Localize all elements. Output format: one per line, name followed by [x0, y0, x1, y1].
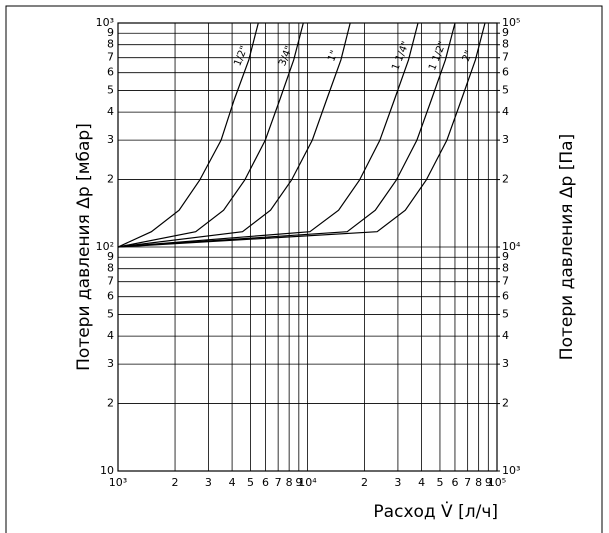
y-tick-label: 2 [107, 397, 114, 410]
y-tick-label: 7 [107, 51, 114, 64]
y-tick-label: 5 [107, 307, 114, 320]
y2-tick-label: 8 [502, 38, 509, 51]
y-axis-title: Потери давления Δp [мбар] [74, 123, 94, 371]
x-tick-label: 6 [262, 476, 269, 489]
y-tick-label: 6 [107, 66, 114, 79]
y-tick-label: 9 [107, 26, 114, 39]
x-tick-label: 4 [418, 476, 425, 489]
y2-tick-label: 7 [502, 51, 509, 64]
y-tick-label: 10³ [96, 16, 114, 29]
x-tick-label: 2 [361, 476, 368, 489]
curve [117, 22, 304, 248]
x-tick-label: 7 [464, 476, 471, 489]
y2-tick-label: 5 [502, 307, 509, 320]
y2-tick-label: 8 [502, 262, 509, 275]
x-tick-label: 10⁵ [488, 476, 506, 489]
y-tick-label: 5 [107, 83, 114, 96]
x-tick-label: 9 [485, 476, 492, 489]
y-tick-label: 10² [96, 240, 114, 253]
y2-tick-label: 3 [502, 357, 509, 370]
x-axis-title: Расход V̇ [л/ч] [373, 501, 498, 522]
x-tick-label: 9 [295, 476, 302, 489]
curve [117, 22, 351, 248]
y-tick-label: 3 [107, 133, 114, 146]
y2-tick-label: 5 [502, 83, 509, 96]
x-tick-label: 3 [394, 476, 401, 489]
y2-tick-label: 4 [502, 329, 509, 342]
curve [117, 22, 419, 248]
curve [117, 22, 486, 248]
curve-label: 2" [461, 49, 475, 63]
x-tick-label: 2 [172, 476, 179, 489]
y2-tick-label: 7 [502, 275, 509, 288]
y2-tick-label: 6 [502, 66, 509, 79]
x-tick-label: 10³ [109, 476, 127, 489]
y2-tick-label: 10⁴ [502, 240, 521, 253]
y2-tick-label: 3 [502, 133, 509, 146]
y2-tick-label: 6 [502, 290, 509, 303]
y2-axis-title: Потери давления Δp [Па] [557, 134, 577, 360]
x-tick-label: 3 [205, 476, 212, 489]
x-tick-label: 6 [451, 476, 458, 489]
y2-tick-label: 9 [502, 26, 509, 39]
y-tick-label: 2 [107, 173, 114, 186]
y-tick-label: 4 [107, 329, 114, 342]
curve-label: 1" [326, 49, 340, 63]
y-tick-label: 7 [107, 275, 114, 288]
x-tick-label: 8 [286, 476, 293, 489]
x-tick-label: 5 [247, 476, 254, 489]
x-tick-label: 4 [229, 476, 236, 489]
curve [117, 22, 456, 248]
y-tick-label: 9 [107, 250, 114, 263]
y2-tick-label: 2 [502, 397, 509, 410]
curve [117, 22, 259, 248]
y-tick-label: 6 [107, 290, 114, 303]
x-tick-label: 8 [475, 476, 482, 489]
y2-tick-label: 9 [502, 250, 509, 263]
y-tick-label: 10 [100, 464, 114, 477]
y2-tick-label: 2 [502, 173, 509, 186]
y2-tick-label: 10⁵ [502, 16, 520, 29]
y-tick-label: 8 [107, 38, 114, 51]
frame [5, 5, 603, 533]
y2-tick-label: 10³ [502, 464, 520, 477]
y-tick-label: 4 [107, 105, 114, 118]
x-tick-label: 5 [436, 476, 443, 489]
y2-tick-label: 4 [502, 105, 509, 118]
x-tick-label: 7 [275, 476, 282, 489]
y-tick-label: 8 [107, 262, 114, 275]
x-tick-label: 10⁴ [298, 476, 317, 489]
y-tick-label: 3 [107, 357, 114, 370]
